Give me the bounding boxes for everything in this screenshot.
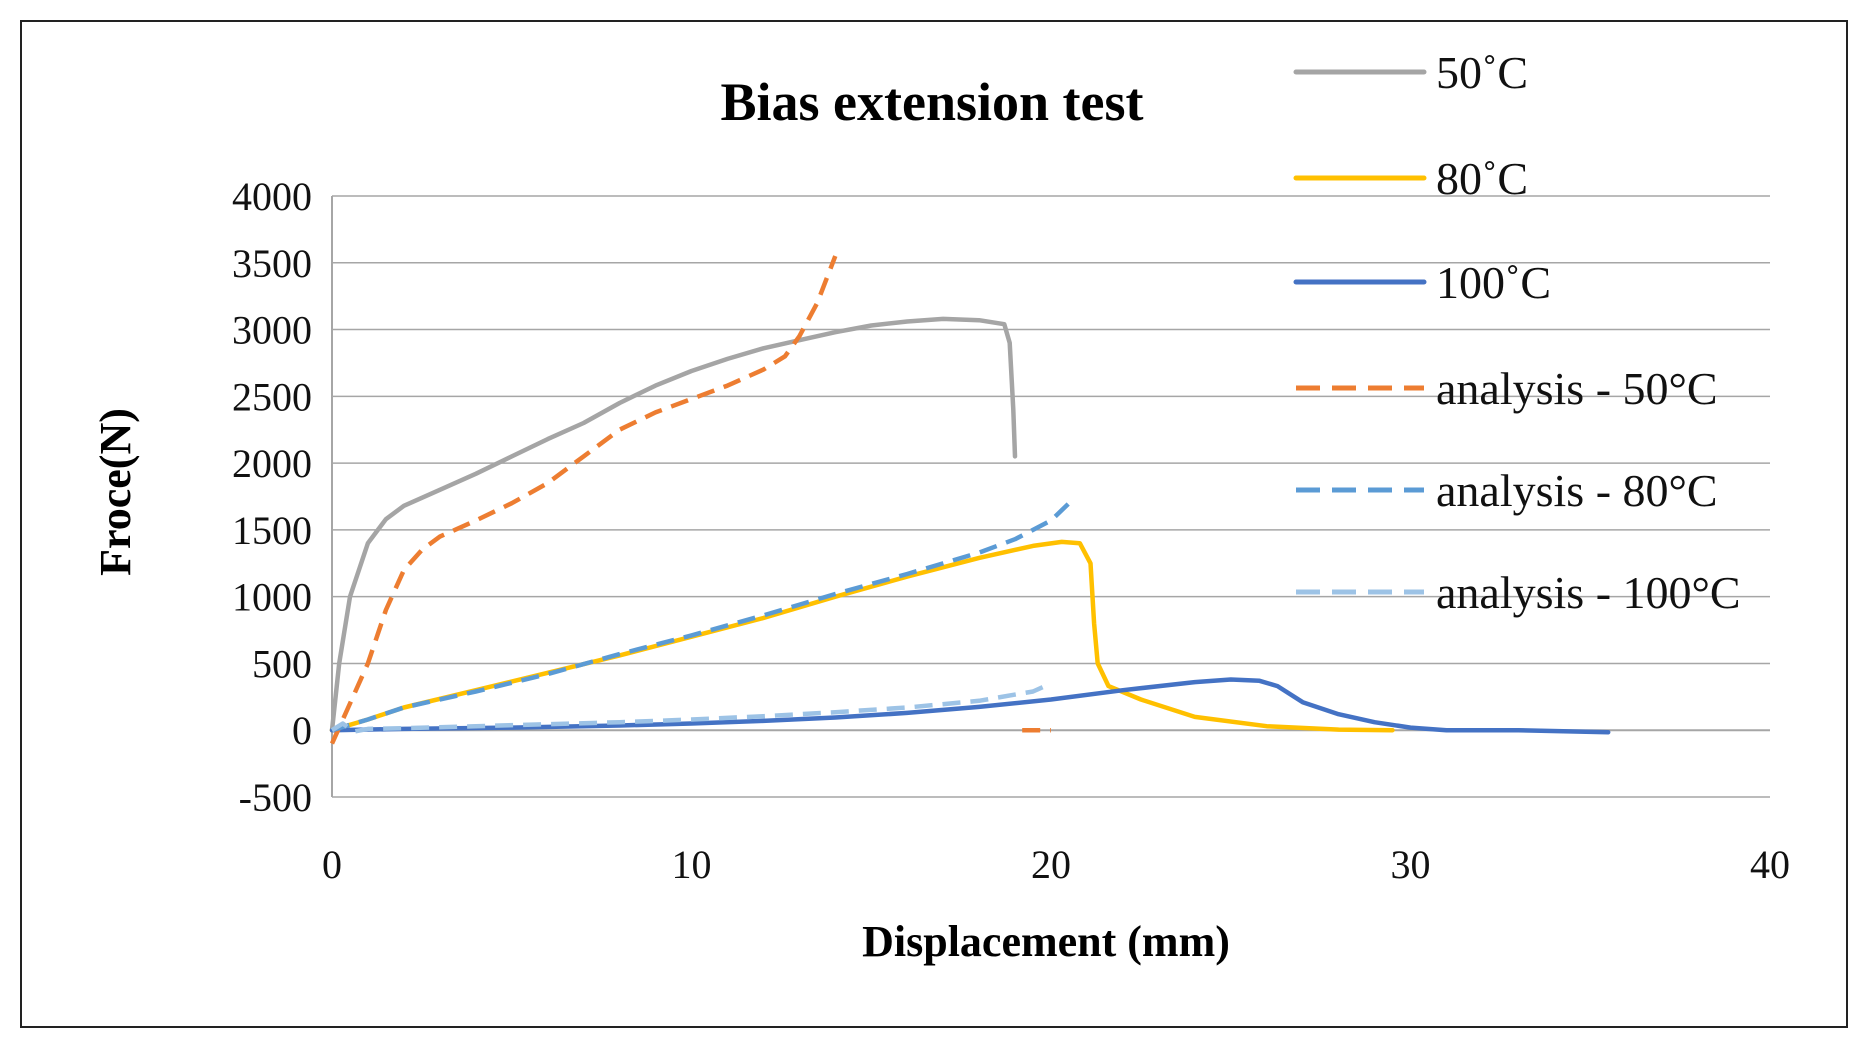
x-tick-label-10: 10	[672, 842, 712, 887]
y-tick-label-0: 0	[292, 708, 312, 753]
chart-frame	[20, 20, 1848, 1028]
chart-title: Bias extension test	[721, 72, 1144, 132]
y-tick-label-3000: 3000	[232, 308, 312, 353]
series-line-analysis-80-c	[331, 501, 1071, 733]
legend-label-analysis-80-c: analysis - 80°C	[1436, 465, 1718, 516]
series-line-100-c	[329, 677, 1611, 735]
legend-label-80-c: 80˚C	[1436, 153, 1528, 204]
y-tick-label-neg500: -500	[239, 775, 312, 820]
x-tick-label-30: 30	[1391, 842, 1431, 887]
legend-label-50-c: 50˚C	[1436, 47, 1528, 98]
series-lines	[329, 255, 1611, 745]
x-tick-label-0: 0	[322, 842, 342, 887]
legend-label-analysis-100-c: analysis - 100°C	[1436, 567, 1741, 618]
y-tick-label-3500: 3500	[232, 241, 312, 286]
series-line-80-c	[329, 539, 1395, 733]
y-axis-title: Froce(N)	[91, 408, 140, 576]
x-tick-labels: 0 10 20 30 40	[322, 842, 1790, 887]
y-tick-label-1500: 1500	[232, 508, 312, 553]
series-line-50-c	[329, 316, 1018, 733]
x-tick-label-20: 20	[1031, 842, 1071, 887]
legend-label-analysis-50-c: analysis - 50°C	[1436, 363, 1718, 414]
y-tick-label-4000: 4000	[232, 174, 312, 219]
y-tick-label-2000: 2000	[232, 441, 312, 486]
legend-label-100-c: 100˚C	[1436, 257, 1551, 308]
x-axis-title: Displacement (mm)	[862, 917, 1230, 966]
y-tick-label-500: 500	[252, 641, 312, 686]
x-tick-label-40: 40	[1750, 842, 1790, 887]
series-line-analysis-50-c	[329, 255, 838, 745]
y-tick-labels: -500 0 500 1000 1500 2000 2500 3000 3500 4000	[232, 174, 312, 820]
y-tick-label-2500: 2500	[232, 374, 312, 419]
series-line-analysis-100-c	[330, 681, 1052, 734]
legend: 50˚C 80˚C 100˚C analysis - 50°C analysis - 8…	[1293, 47, 1741, 618]
y-tick-label-1000: 1000	[232, 575, 312, 620]
